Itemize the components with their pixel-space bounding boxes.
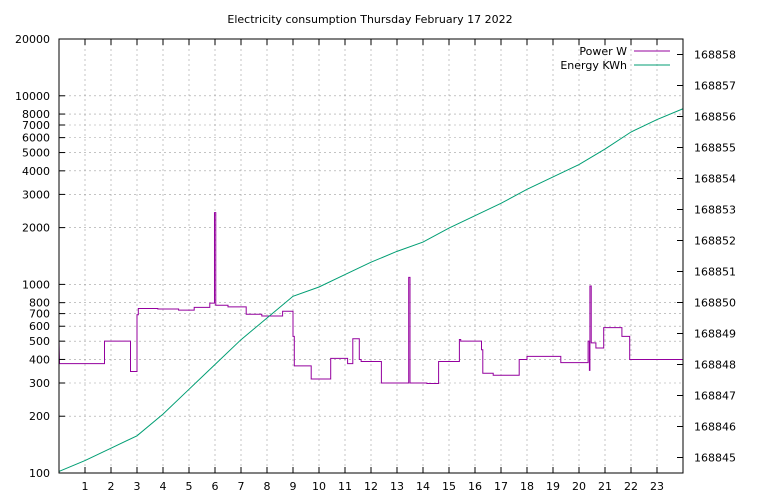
x-tick-label: 21 [598,480,612,493]
x-tick-label: 11 [338,480,352,493]
y2-tick-label: 168855 [694,142,736,155]
y-tick-label: 800 [29,297,50,310]
y-tick-label: 1000 [22,278,50,291]
y2-tick-label: 168848 [694,359,736,372]
y-tick-label: 400 [29,353,50,366]
x-tick-label: 19 [546,480,560,493]
legend-label-energy: Energy KWh [560,59,627,72]
y2-tick-label: 168846 [694,421,736,434]
y2-tick-label: 168853 [694,204,736,217]
y-tick-label: 3000 [22,188,50,201]
legend: Power W Energy KWh [560,45,670,72]
y2-tick-label: 168845 [694,452,736,465]
y-tick-label: 300 [29,377,50,390]
x-tick-label: 8 [264,480,271,493]
y-tick-label: 100 [29,467,50,480]
y2-tick-label: 168847 [694,390,736,403]
y-tick-label: 10000 [15,90,50,103]
y2-tick-label: 168854 [694,173,736,186]
x-tick-label: 7 [238,480,245,493]
x-tick-label: 22 [624,480,638,493]
y2-tick-label: 168849 [694,328,736,341]
x-tick-label: 1 [82,480,89,493]
x-tick-label: 18 [520,480,534,493]
x-tick-label: 5 [186,480,193,493]
x-tick-label: 15 [442,480,456,493]
y-tick-label: 700 [29,308,50,321]
y2-tick-label: 168856 [694,111,736,124]
x-tick-label: 20 [572,480,586,493]
y-tick-label: 4000 [22,165,50,178]
y-tick-label: 200 [29,410,50,423]
energy-series-line [58,108,684,472]
chart-title: Electricity consumption Thursday Februar… [227,13,512,26]
y-tick-label: 7000 [22,119,50,132]
legend-label-power: Power W [579,45,627,58]
y2-tick-label: 168852 [694,235,736,248]
y-tick-label: 600 [29,320,50,333]
grid [59,39,683,473]
axis-ticks: 1 2 3 4 5 6 7 8 9 10 11 12 13 14 15 16 17 18 19 20 21 22 23100… [15,33,736,493]
x-tick-label: 14 [416,480,430,493]
y-tick-label: 500 [29,335,50,348]
y2-tick-label: 168857 [694,80,736,93]
x-tick-label: 17 [494,480,508,493]
power-series-line [58,212,683,385]
x-tick-label: 4 [160,480,167,493]
y-tick-label: 2000 [22,222,50,235]
x-tick-label: 16 [468,480,482,493]
x-tick-label: 9 [290,480,297,493]
y-tick-label: 5000 [22,147,50,160]
y-tick-label: 20000 [15,33,50,46]
x-tick-label: 3 [134,480,141,493]
y-tick-label: 6000 [22,132,50,145]
x-tick-label: 12 [364,480,378,493]
x-tick-label: 10 [312,480,326,493]
x-tick-label: 6 [212,480,219,493]
y2-tick-label: 168858 [694,49,736,62]
x-tick-label: 13 [390,480,404,493]
y-tick-label: 8000 [22,108,50,121]
x-tick-label: 2 [108,480,115,493]
plot-series [58,108,684,472]
x-tick-label: 23 [650,480,664,493]
y2-tick-label: 168850 [694,297,736,310]
y2-tick-label: 168851 [694,266,736,279]
plot-frame [58,38,684,474]
